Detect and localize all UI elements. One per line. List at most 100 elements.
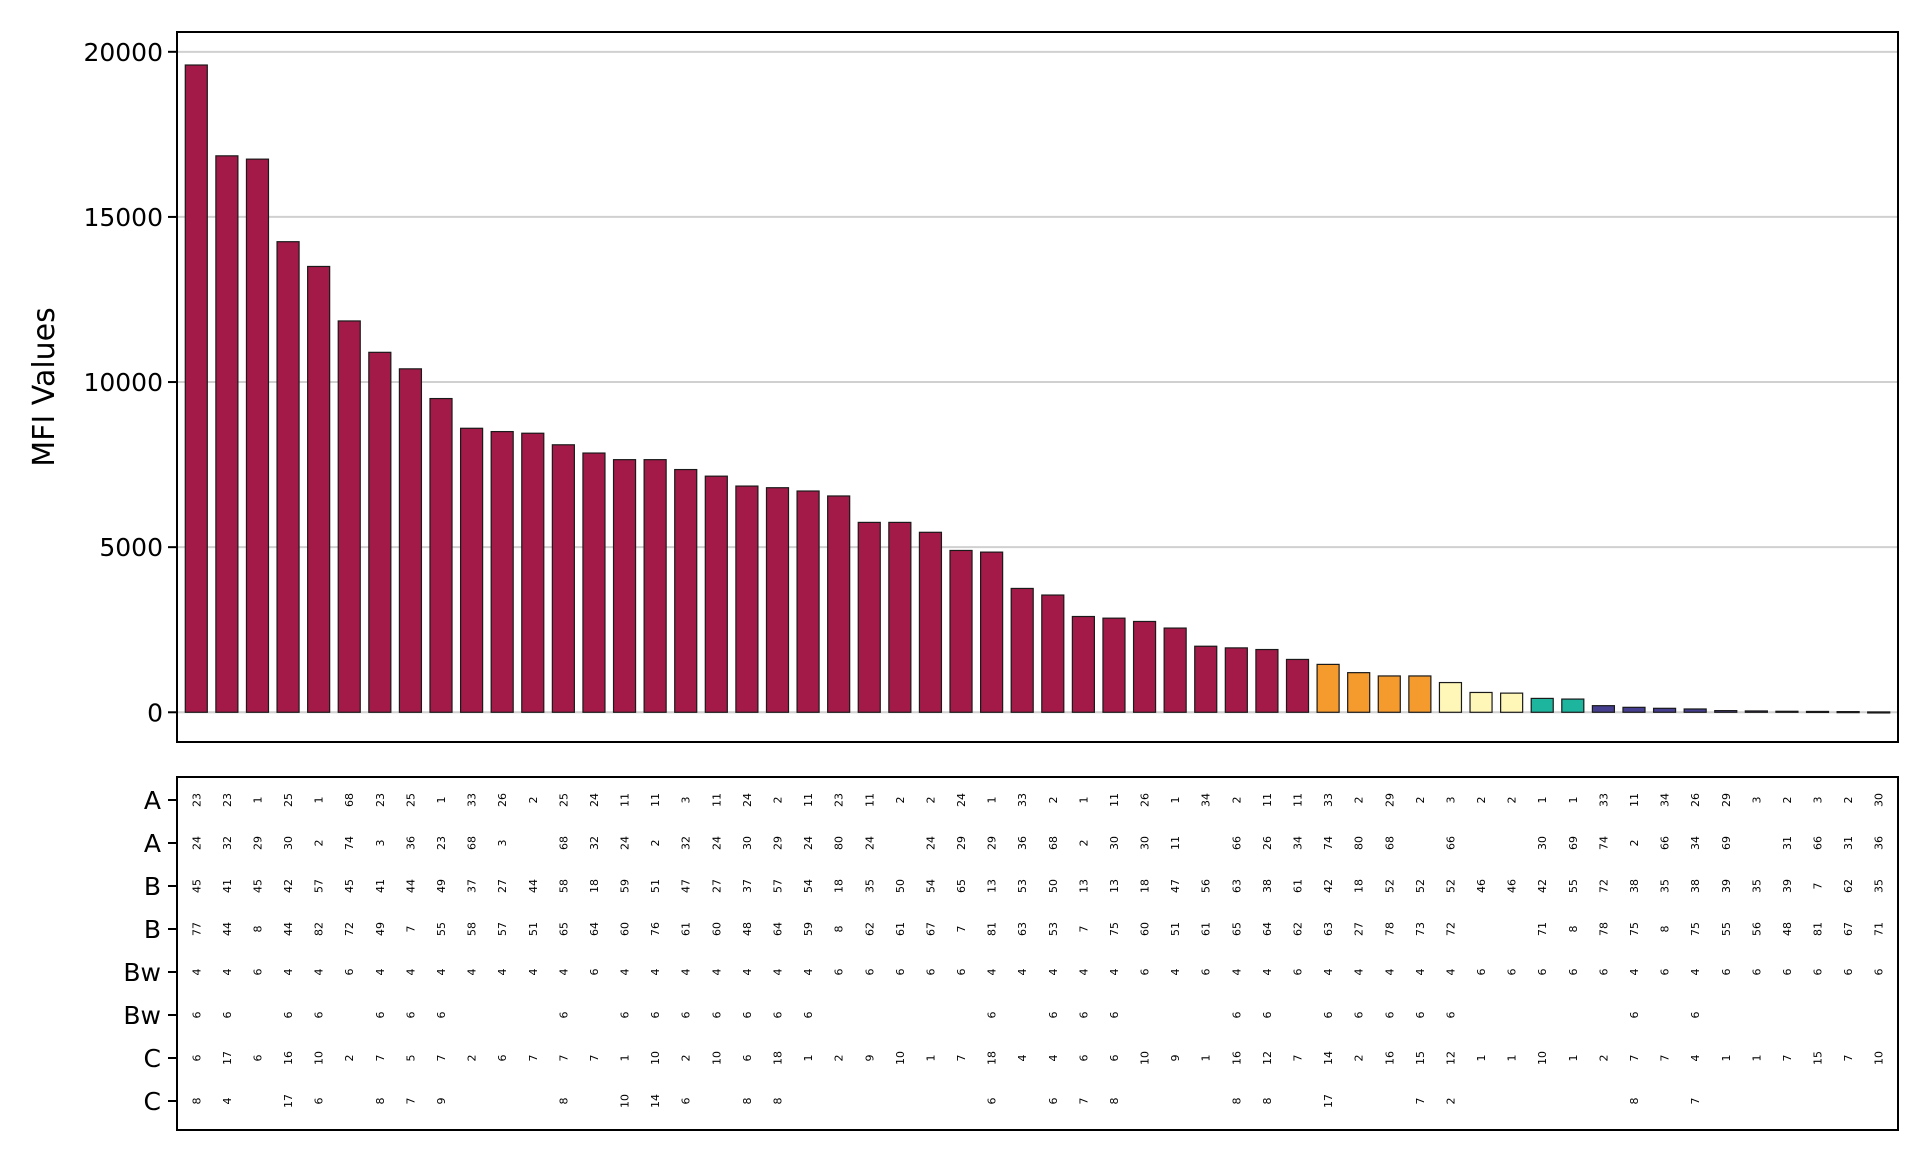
table-cell: 11	[802, 793, 815, 807]
table-cell: 80	[833, 836, 846, 850]
table-cell: 44	[527, 879, 540, 893]
table-row-label: A	[144, 829, 161, 858]
table-cell: 81	[1812, 922, 1825, 936]
table-cell: 6	[1628, 1012, 1641, 1019]
table-cell: 6	[1322, 1012, 1335, 1019]
table-cell: 23	[221, 793, 234, 807]
table-cell: 4	[557, 969, 570, 976]
table-cell: 6	[1475, 969, 1488, 976]
table-cell: 11	[619, 793, 632, 807]
table-cell: 4	[221, 1098, 234, 1105]
table-cell: 25	[557, 793, 570, 807]
table-cell: 1	[619, 1055, 632, 1062]
table-cells: 23 23 1 25 1 68 23 25 1 33 26 2 25 24 11 11 3 11 24 2 11 23 11…	[190, 793, 1885, 1108]
bar	[949, 549, 973, 713]
table-cell: 6	[986, 1012, 999, 1019]
table-cell: 9	[1169, 1055, 1182, 1062]
table-cell: 6	[282, 1012, 295, 1019]
main-plot-frame	[176, 31, 1899, 743]
bar	[980, 551, 1004, 713]
table-cell: 49	[435, 879, 448, 893]
table-cell: 1	[1567, 1055, 1580, 1062]
table-cell: 18	[1139, 879, 1152, 893]
table-cell: 54	[924, 879, 937, 893]
table-cell: 2	[771, 797, 784, 804]
table-cell: 30	[1536, 836, 1549, 850]
table-cell: 6	[588, 969, 601, 976]
table-cell: 33	[1597, 793, 1610, 807]
table-cell: 6	[924, 969, 937, 976]
bar	[1500, 692, 1524, 713]
table-cell: 53	[1047, 922, 1060, 936]
table-cell: 7	[955, 1055, 968, 1062]
table-cell: 37	[741, 879, 754, 893]
table-cell: 48	[741, 922, 754, 936]
table-row-label: Bw	[123, 958, 161, 987]
table-cell: 2	[1077, 840, 1090, 847]
table-cell: 61	[894, 922, 907, 936]
table-cell: 7	[1292, 1055, 1305, 1062]
table-cell: 8	[1261, 1098, 1274, 1105]
table-cell: 6	[1047, 1012, 1060, 1019]
table-cell: 34	[1689, 836, 1702, 850]
table-cell: 4	[986, 969, 999, 976]
table-cell: 6	[1261, 1012, 1274, 1019]
table-cell: 4	[1169, 969, 1182, 976]
table-cell: 10	[1139, 1051, 1152, 1065]
table-cell: 59	[619, 879, 632, 893]
table-cell: 11	[1261, 793, 1274, 807]
table-cell: 13	[986, 879, 999, 893]
table-cell: 39	[1720, 879, 1733, 893]
table-cell: 6	[1077, 1055, 1090, 1062]
table-cell: 2	[527, 797, 540, 804]
table-cell: 26	[1689, 793, 1702, 807]
table-cell: 3	[374, 840, 387, 847]
bar	[551, 444, 575, 713]
table-cell: 2	[1444, 1098, 1457, 1105]
table-cell: 33	[1016, 793, 1029, 807]
table-cell: 57	[771, 879, 784, 893]
table-cell: 32	[221, 836, 234, 850]
table-cell: 30	[741, 836, 754, 850]
table-cell: 9	[863, 1055, 876, 1062]
table-cell: 23	[833, 793, 846, 807]
table-cell: 36	[1016, 836, 1029, 850]
bar	[1041, 594, 1065, 713]
table-cell: 2	[1230, 797, 1243, 804]
table-cell: 30	[282, 836, 295, 850]
table-cell: 7	[1077, 1098, 1090, 1105]
table-cell: 52	[1383, 879, 1396, 893]
table-cell: 2	[1353, 1055, 1366, 1062]
table-cell: 4	[435, 969, 448, 976]
table-cell: 66	[1230, 836, 1243, 850]
table-cell: 46	[1475, 879, 1488, 893]
table-cell: 2	[894, 797, 907, 804]
table-cell: 29	[1383, 793, 1396, 807]
table-cell: 4	[313, 969, 326, 976]
table-cell: 57	[496, 922, 509, 936]
table-cell: 1	[1536, 797, 1549, 804]
table-cell: 6	[1200, 969, 1213, 976]
table-cell: 4	[404, 969, 417, 976]
table-cell: 51	[527, 922, 540, 936]
table-cell: 6	[1536, 969, 1549, 976]
table-cell: 54	[802, 879, 815, 893]
table-cell: 2	[1628, 840, 1641, 847]
table-cell: 30	[1108, 836, 1121, 850]
table-cell: 7	[1689, 1098, 1702, 1105]
table-cell: 25	[404, 793, 417, 807]
table-cell: 4	[710, 969, 723, 976]
table-cell: 4	[1322, 969, 1335, 976]
table-cell: 4	[1261, 969, 1274, 976]
table-cell: 3	[496, 840, 509, 847]
table-cell: 6	[404, 1012, 417, 1019]
table-cell: 76	[649, 922, 662, 936]
table-cell: 6	[313, 1012, 326, 1019]
table-cell: 35	[863, 879, 876, 893]
table-cell: 67	[924, 922, 937, 936]
table-cell: 13	[1077, 879, 1090, 893]
table-cell: 50	[1047, 879, 1060, 893]
table-cell: 72	[343, 922, 356, 936]
table-cell: 64	[771, 922, 784, 936]
table-cell: 6	[557, 1012, 570, 1019]
